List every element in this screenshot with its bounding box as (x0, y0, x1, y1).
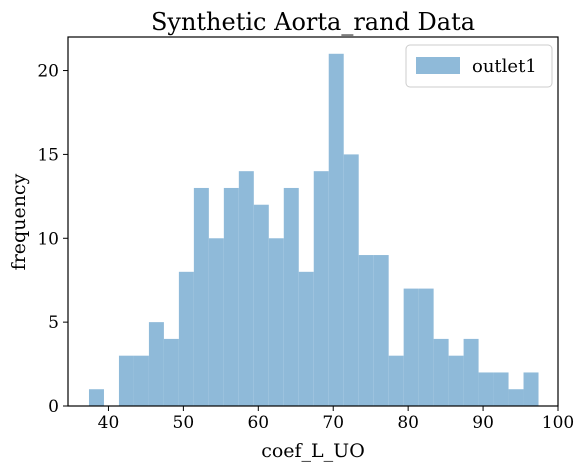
y-tick-label: 15 (37, 145, 59, 165)
histogram-bar (193, 187, 209, 406)
legend-swatch (416, 57, 460, 74)
histogram-bar (268, 238, 284, 406)
legend-box (405, 44, 553, 88)
histogram-bar (343, 154, 359, 406)
legend: outlet1 (405, 44, 553, 88)
histogram-bar (463, 338, 479, 406)
y-tick-label: 10 (37, 229, 59, 249)
x-tick-label: 100 (542, 413, 574, 433)
histogram-bar (403, 288, 419, 406)
histogram-bar (118, 355, 134, 406)
histogram-bar (88, 389, 104, 406)
histogram-bar (478, 372, 494, 406)
y-axis-ticks: 0 5 10 15 20 (37, 62, 68, 417)
histogram-bar (148, 322, 164, 406)
histogram-bar (133, 355, 149, 406)
histogram-bar (298, 271, 314, 406)
histogram-bar (283, 187, 299, 406)
x-axis-label: coef_L_UO (261, 440, 365, 462)
histogram-bar (328, 53, 344, 406)
y-tick-label: 5 (48, 313, 59, 333)
x-tick-label: 40 (98, 413, 120, 433)
x-tick-label: 70 (322, 413, 344, 433)
x-axis-ticks: 40 50 60 70 80 90 100 (98, 406, 574, 433)
histogram-bar (523, 372, 539, 406)
histogram-bar (208, 238, 224, 406)
plot-frame (67, 36, 559, 407)
histogram-bar (418, 288, 434, 406)
y-axis-label: frequency (8, 173, 30, 270)
histogram-bars (88, 53, 539, 406)
x-tick-label: 80 (397, 413, 419, 433)
histogram-bar (358, 255, 374, 406)
chart-title: Synthetic Aorta_rand Data (151, 8, 475, 36)
x-tick-label: 90 (472, 413, 494, 433)
histogram-bar (388, 355, 404, 406)
y-tick-label: 0 (48, 397, 59, 417)
histogram-bar (448, 355, 464, 406)
histogram-bar (313, 171, 329, 406)
histogram-bar (508, 389, 524, 406)
histogram-bar (373, 255, 389, 406)
histogram-bar (178, 271, 194, 406)
histogram-bar (223, 187, 239, 406)
histogram-bar (163, 338, 179, 406)
x-tick-label: 60 (247, 413, 269, 433)
histogram-bar (253, 204, 269, 406)
histogram-bar (433, 338, 449, 406)
histogram-bar (238, 171, 254, 406)
legend-entry-outlet1: outlet1 (472, 56, 537, 77)
y-tick-label: 20 (37, 62, 59, 82)
x-tick-label: 50 (173, 413, 195, 433)
histogram-bar (493, 372, 509, 406)
